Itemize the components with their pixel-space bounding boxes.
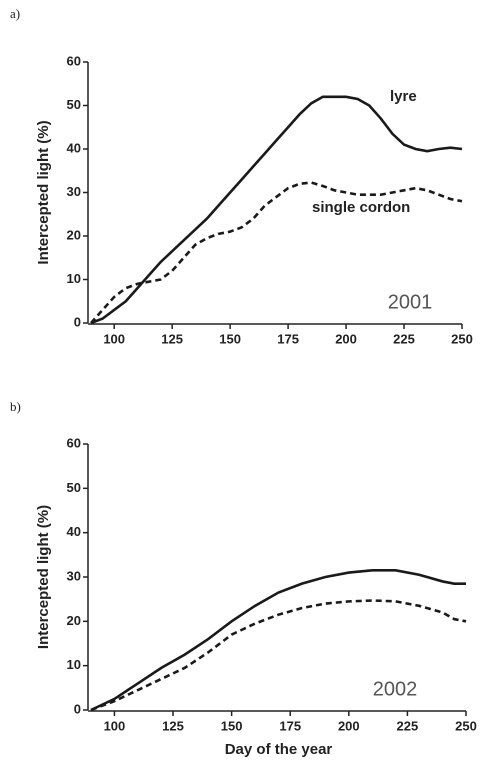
y-tick-label: 10 bbox=[67, 657, 81, 672]
y-tick-label: 10 bbox=[67, 271, 81, 286]
series-line bbox=[90, 95, 463, 325]
x-tick-label: 250 bbox=[451, 331, 473, 346]
y-tick-label: 50 bbox=[67, 480, 81, 495]
series-line bbox=[90, 569, 466, 712]
y-tick-label: 60 bbox=[67, 53, 81, 68]
x-tick-label: 175 bbox=[279, 718, 301, 733]
x-tick-label: 125 bbox=[162, 718, 184, 733]
x-tick-label: 175 bbox=[277, 331, 299, 346]
y-tick-label: 30 bbox=[67, 184, 81, 199]
y-tick-label: 0 bbox=[74, 701, 81, 716]
y-tick-label: 40 bbox=[67, 140, 81, 155]
panel-label: a) bbox=[10, 6, 20, 21]
year-annotation: 2001 bbox=[388, 291, 433, 313]
panel-label: b) bbox=[10, 399, 21, 414]
y-tick-label: 50 bbox=[67, 97, 81, 112]
y-tick-label: 20 bbox=[67, 613, 81, 628]
x-tick-label: 150 bbox=[219, 331, 241, 346]
y-axis-title: Intercepted light (%) bbox=[35, 505, 52, 649]
y-tick-label: 40 bbox=[67, 524, 81, 539]
x-tick-label: 225 bbox=[397, 718, 419, 733]
x-tick-label: 100 bbox=[104, 718, 126, 733]
x-tick-label: 100 bbox=[103, 331, 125, 346]
x-tick-label: 150 bbox=[221, 718, 243, 733]
x-tick-label: 250 bbox=[455, 718, 477, 733]
y-tick-label: 20 bbox=[67, 227, 81, 242]
y-tick-label: 0 bbox=[74, 314, 81, 329]
series-line bbox=[90, 181, 463, 324]
x-tick-label: 125 bbox=[161, 331, 183, 346]
y-tick-label: 30 bbox=[67, 568, 81, 583]
x-axis-title: Day of the year bbox=[225, 741, 333, 758]
year-annotation: 2002 bbox=[373, 678, 418, 700]
series-label: single cordon bbox=[312, 199, 410, 216]
y-tick-label: 60 bbox=[67, 435, 81, 450]
x-tick-label: 200 bbox=[338, 718, 360, 733]
y-axis-title: Intercepted light (%) bbox=[35, 120, 52, 264]
x-tick-label: 225 bbox=[393, 331, 415, 346]
x-tick-label: 200 bbox=[335, 331, 357, 346]
series-line bbox=[90, 599, 467, 712]
series-label: lyre bbox=[390, 88, 417, 105]
